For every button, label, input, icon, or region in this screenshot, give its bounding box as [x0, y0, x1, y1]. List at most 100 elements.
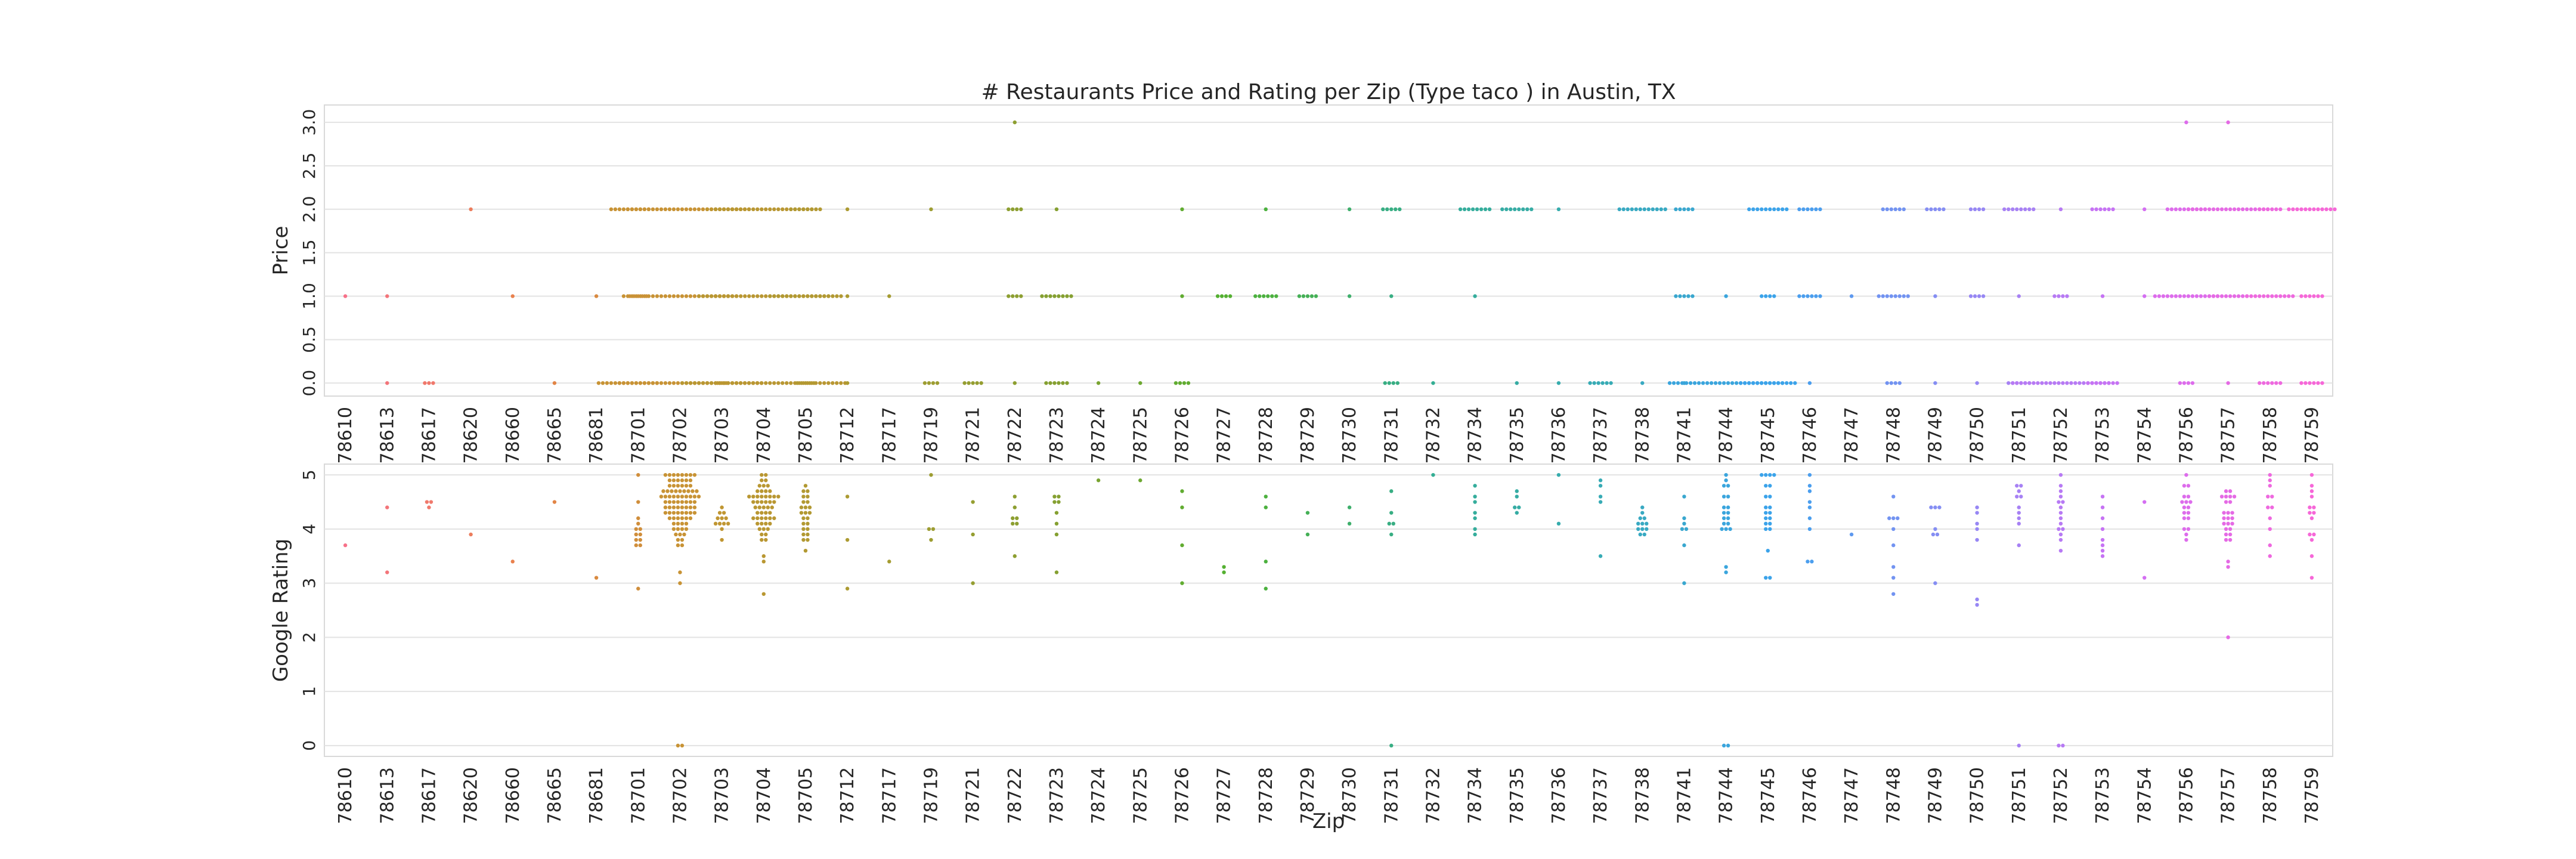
data-point [1747, 381, 1751, 385]
data-point [2295, 207, 2299, 212]
data-point [1598, 500, 1603, 504]
data-point [1768, 576, 1772, 580]
data-point [1684, 527, 1689, 532]
data-point [1764, 511, 1768, 515]
data-point [975, 381, 979, 385]
data-point [1929, 207, 1933, 212]
y-tick-label: 0.5 [299, 326, 319, 353]
data-point [714, 294, 718, 298]
data-point [2107, 381, 2111, 385]
data-point [922, 381, 927, 385]
data-point [651, 381, 655, 385]
data-point [609, 381, 614, 385]
data-point [680, 537, 685, 542]
data-point [1007, 207, 1011, 212]
data-point [2100, 294, 2105, 298]
data-point [761, 554, 766, 558]
data-point [1057, 495, 1061, 499]
data-point [630, 381, 634, 385]
data-point [2224, 294, 2228, 298]
data-point [720, 505, 724, 509]
data-point [1722, 381, 1726, 385]
data-point [1682, 294, 1686, 298]
data-point [1937, 505, 1942, 509]
x-tick-label: 78756 [2176, 767, 2197, 824]
data-point [722, 207, 726, 212]
data-point [680, 484, 685, 488]
x-tick-label: 78727 [1214, 767, 1235, 824]
data-point [680, 521, 685, 526]
data-point [722, 521, 726, 526]
data-point [1891, 495, 1896, 499]
data-point [1897, 381, 1902, 385]
data-point [2094, 381, 2098, 385]
data-point [2057, 294, 2061, 298]
data-point [634, 543, 638, 548]
data-point [806, 521, 810, 526]
data-point [2266, 381, 2270, 385]
data-point [2258, 294, 2262, 298]
x-tick-label: 78728 [1256, 767, 1277, 824]
x-tick-label: 78726 [1172, 767, 1193, 824]
data-point [671, 500, 676, 504]
data-point [751, 500, 756, 504]
x-tick-label: 78722 [1005, 767, 1026, 824]
data-point [1768, 521, 1772, 526]
data-point [2268, 472, 2272, 477]
data-point [1264, 560, 1268, 564]
data-point [1061, 381, 1065, 385]
data-point [2090, 207, 2094, 212]
data-point [2100, 505, 2105, 509]
data-point [776, 294, 781, 298]
data-point [1696, 381, 1701, 385]
data-point [1671, 381, 1676, 385]
data-point [2094, 207, 2098, 212]
data-point [667, 472, 672, 477]
data-point [812, 381, 816, 385]
data-point [2287, 207, 2291, 212]
x-tick-label: 78729 [1298, 767, 1318, 824]
data-point [2057, 381, 2061, 385]
data-point [2232, 207, 2237, 212]
data-point [1891, 565, 1896, 569]
data-point [1667, 381, 1672, 385]
data-point [1722, 516, 1726, 520]
data-point [2100, 527, 2105, 532]
data-point [1015, 521, 1019, 526]
data-point [667, 381, 672, 385]
data-point [646, 294, 651, 298]
data-point [1722, 495, 1726, 499]
data-point [2023, 381, 2027, 385]
data-point [423, 381, 427, 385]
data-point [2017, 294, 2021, 298]
data-point [971, 381, 975, 385]
data-point [710, 294, 714, 298]
data-point [760, 537, 764, 542]
data-point [2107, 207, 2111, 212]
data-point [2007, 207, 2011, 212]
data-point [676, 743, 680, 748]
data-point [609, 207, 614, 212]
data-point [1806, 207, 1810, 212]
data-point [671, 294, 676, 298]
data-point [2023, 207, 2027, 212]
data-point [1019, 207, 1023, 212]
data-point [1686, 207, 1690, 212]
x-tick-label: 78748 [1883, 767, 1904, 824]
data-point [2161, 294, 2166, 298]
y-tick-label: 0 [299, 740, 319, 751]
x-tick-label: 78752 [2051, 407, 2072, 464]
data-point [2303, 294, 2308, 298]
x-tick-label: 78758 [2260, 407, 2281, 464]
data-point [730, 207, 735, 212]
data-point [789, 381, 793, 385]
data-point [845, 586, 850, 591]
data-point [2309, 472, 2314, 477]
data-point [674, 532, 678, 537]
data-point [1692, 381, 1697, 385]
data-point [726, 381, 730, 385]
data-point [431, 381, 435, 385]
data-point [1011, 294, 1015, 298]
data-point [1222, 570, 1226, 574]
data-point [684, 516, 689, 520]
